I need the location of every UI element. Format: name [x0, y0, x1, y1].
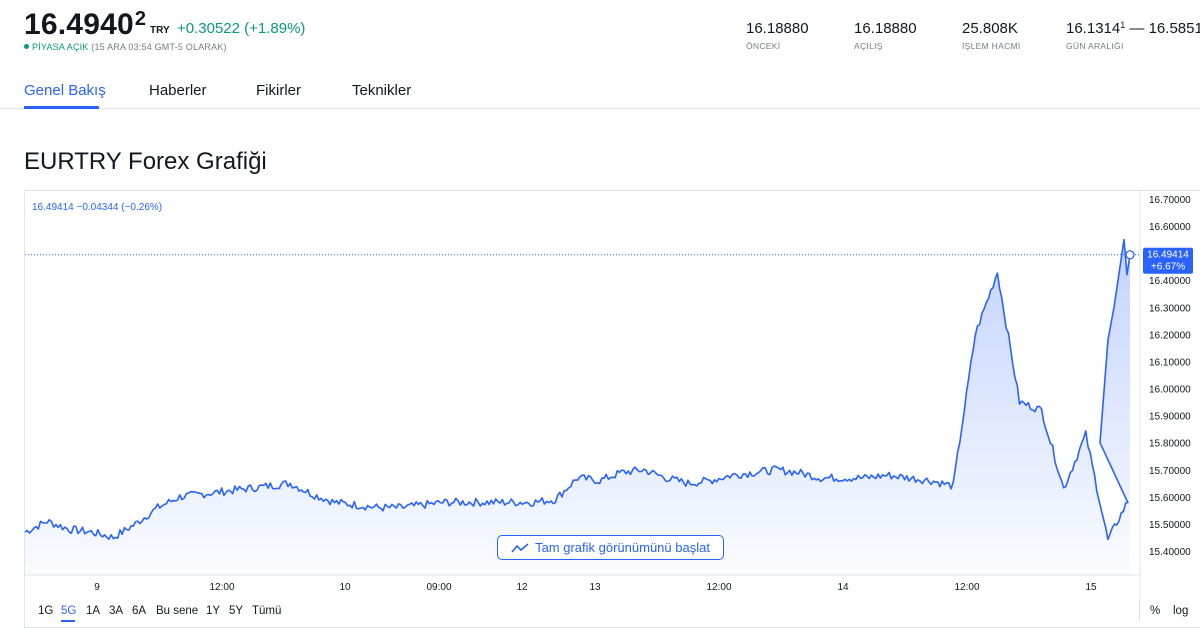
y-tick-label: 16.20000 [1149, 330, 1191, 341]
log-scale-toggle[interactable]: log [1173, 605, 1189, 617]
range-1y[interactable]: 1Y [206, 605, 221, 617]
range-6m[interactable]: 6A [132, 605, 147, 617]
range-all[interactable]: Tümü [252, 605, 282, 617]
y-tick-label: 16.30000 [1149, 303, 1191, 314]
y-tick-label: 16.40000 [1149, 276, 1191, 287]
range-5y[interactable]: 5Y [229, 605, 244, 617]
y-tick-label: 16.70000 [1149, 195, 1191, 206]
range-3m[interactable]: 3A [109, 605, 124, 617]
tab-technicals[interactable]: Teknikler [352, 82, 412, 99]
y-tick-label: 15.90000 [1149, 412, 1191, 423]
last-change-label: +6.67% [1151, 262, 1185, 273]
tab-bar: Genel Bakış Haberler Fikirler Teknikler [0, 70, 1200, 109]
x-tick-label: 12 [516, 582, 528, 593]
chart-legend: 16.49414 −0.04344 (−0.26%) [32, 202, 163, 213]
currency-code: TRY [150, 25, 170, 36]
active-tab-indicator [24, 106, 99, 109]
x-tick-label: 12:00 [954, 582, 979, 593]
y-tick-label: 15.50000 [1149, 520, 1191, 531]
x-tick-label: 14 [837, 582, 849, 593]
tab-overview[interactable]: Genel Bakış [24, 82, 106, 99]
x-tick-label: 13 [589, 582, 601, 593]
last-price-label: 16.49414 [1147, 250, 1189, 261]
range-1m[interactable]: 1A [86, 605, 101, 617]
range-1d[interactable]: 1G [38, 605, 54, 617]
range-5d[interactable]: 5G [61, 605, 77, 617]
price-change: +0.30522 (+1.89%) [177, 20, 306, 37]
stat-open: 16.18880 AÇILIŞ [854, 20, 917, 51]
x-tick-label: 10 [339, 582, 351, 593]
section-title: EURTRY Forex Grafiği [24, 148, 267, 175]
y-tick-label: 15.60000 [1149, 493, 1191, 504]
launch-full-chart-button[interactable]: Tam grafik görünümünü başlat [497, 535, 724, 560]
percent-scale-toggle[interactable]: % [1150, 605, 1161, 617]
stat-day-range: 16.13141 — 16.58510 GÜN ARALIĞI [1066, 20, 1200, 51]
tab-news[interactable]: Haberler [149, 82, 207, 99]
y-tick-label: 16.00000 [1149, 385, 1191, 396]
range-ytd[interactable]: Bu sene [156, 605, 199, 617]
current-price: 16.49402 [24, 8, 147, 41]
x-tick-label: 15 [1085, 582, 1097, 593]
status-dot-icon [24, 44, 29, 49]
y-tick-label: 15.40000 [1149, 547, 1191, 558]
active-range-indicator [61, 620, 75, 622]
market-status: PİYASA AÇIK (15 ARA 03:54 GMT-5 OLARAK) [24, 42, 227, 52]
launch-full-chart-label: Tam grafik görünümünü başlat [535, 540, 710, 555]
quote-header: 16.49402 TRY +0.30522 (+1.89%) PİYASA AÇ… [0, 0, 1200, 60]
stat-volume: 25.808K İŞLEM HACMİ [962, 20, 1021, 51]
x-tick-label: 9 [94, 582, 100, 593]
x-tick-label: 09:00 [426, 582, 451, 593]
stat-previous-close: 16.18880 ÖNCEKİ [746, 20, 809, 51]
last-price-badge: 16.49414 +6.67% [1143, 247, 1193, 274]
x-tick-label: 12:00 [209, 582, 234, 593]
x-tick-label: 12:00 [706, 582, 731, 593]
y-tick-label: 15.80000 [1149, 439, 1191, 450]
price-area-fill [25, 239, 1130, 575]
last-price-dot [1125, 250, 1135, 260]
chart-line-icon [511, 542, 529, 553]
y-tick-label: 16.10000 [1149, 357, 1191, 368]
bottom-toolbar-divider [1139, 600, 1140, 622]
tab-ideas[interactable]: Fikirler [256, 82, 301, 99]
y-tick-label: 16.60000 [1149, 222, 1191, 233]
price-series-line [24, 238, 1131, 541]
y-tick-label: 15.70000 [1149, 466, 1191, 477]
